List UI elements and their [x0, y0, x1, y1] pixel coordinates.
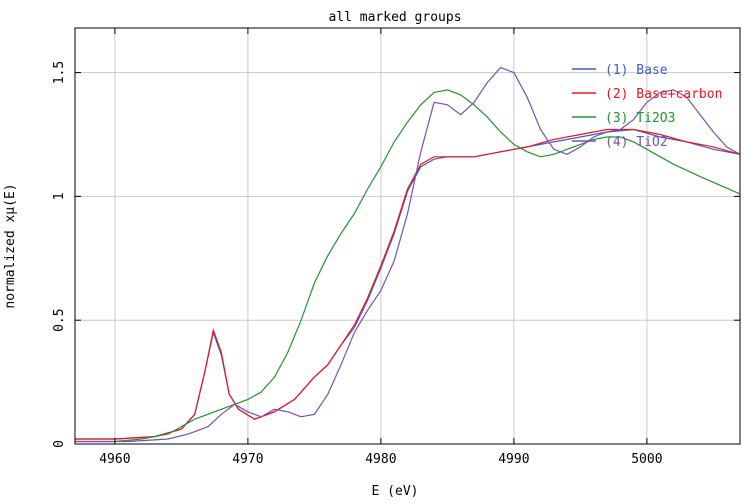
y-tick-label: 0	[52, 440, 67, 448]
y-tick-label: 1.5	[52, 61, 67, 84]
legend-label: (4) TiO2	[605, 135, 668, 150]
plot-frame	[74, 27, 741, 445]
y-tick-label: 1	[52, 192, 67, 200]
y-tick-label: 0.5	[52, 308, 67, 331]
legend-label: (2) Base+carbon	[605, 87, 722, 102]
x-tick-label: 4980	[365, 452, 396, 467]
x-tick-label: 4990	[498, 452, 529, 467]
x-tick-label: 4960	[99, 452, 130, 467]
series-group	[75, 66, 741, 443]
series-line-4	[75, 66, 741, 443]
plot-area	[75, 28, 740, 444]
y-axis-ticks: 0 0.5 1 1.5	[52, 61, 740, 448]
x-tick-label: 4970	[232, 452, 263, 467]
x-axis-title: E (eV)	[372, 484, 419, 499]
legend-label: (3) Ti2O3	[605, 111, 675, 126]
chart-title: all marked groups	[328, 10, 461, 25]
legend: (1) Base (2) Base+carbon (3) Ti2O3 (4) TiO2	[572, 63, 722, 150]
series-line-3	[75, 89, 741, 443]
x-axis-ticks: 4960 4970 4980 4990 5000	[99, 28, 663, 467]
y-axis-title: normalized xμ(E)	[3, 183, 18, 308]
x-tick-label: 5000	[631, 452, 662, 467]
series-line-2	[75, 128, 741, 440]
legend-label: (1) Base	[605, 63, 668, 78]
